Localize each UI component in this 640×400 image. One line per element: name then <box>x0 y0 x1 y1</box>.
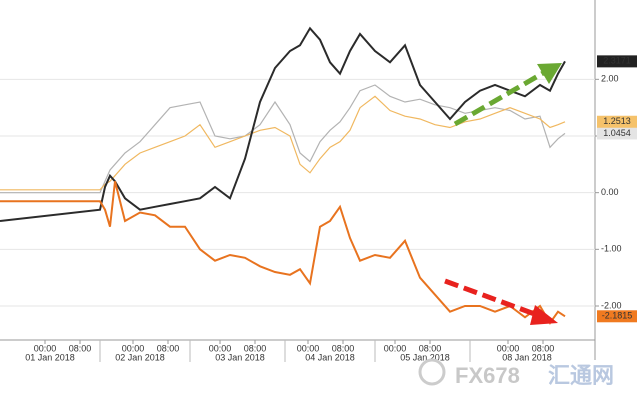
x-tick-label: 00:00 <box>297 343 320 353</box>
x-tick-label: 00:00 <box>497 343 520 353</box>
x-tick-label: 00:00 <box>122 343 145 353</box>
day-separators <box>99 340 471 362</box>
x-tick-label: 00:00 <box>209 343 232 353</box>
value-label: 1.2513 <box>603 116 631 126</box>
date-label: 03 Jan 2018 <box>215 352 265 362</box>
x-tick-label: 08:00 <box>532 343 555 353</box>
x-tick-label: 00:00 <box>384 343 407 353</box>
x-tick-label: 08:00 <box>419 343 442 353</box>
date-label: 08 Jan 2018 <box>502 352 552 362</box>
value-label: 2.3171 <box>603 56 631 66</box>
x-tick-label: 08:00 <box>244 343 267 353</box>
watermark-name: 汇通网 <box>548 363 614 388</box>
value-label-box <box>597 55 637 68</box>
y-tick-label: -1.00 <box>601 244 622 254</box>
date-label: 02 Jan 2018 <box>115 352 165 362</box>
y-tick-label: -2.00 <box>601 300 622 310</box>
trend-arrows <box>444 63 562 325</box>
value-label: -2.1815 <box>602 311 633 321</box>
x-tick-label: 00:00 <box>34 343 57 353</box>
watermark: FX678 汇通网 <box>418 358 614 388</box>
date-label: 05 Jan 2018 <box>400 352 450 362</box>
series-line <box>0 26 566 222</box>
date-label: 04 Jan 2018 <box>305 352 355 362</box>
x-tick-label: 08:00 <box>332 343 355 353</box>
value-label-box <box>597 310 637 323</box>
plot: 2.001.000.00-1.00-2.0000:0008:0000:0008:… <box>0 26 637 362</box>
series-line <box>0 181 566 325</box>
value-label-box <box>597 115 637 128</box>
y-tick-label: 0.00 <box>601 187 619 197</box>
value-label: 1.0454 <box>603 128 631 138</box>
date-label: 01 Jan 2018 <box>25 352 75 362</box>
y-tick-label: 2.00 <box>601 74 619 84</box>
series-line <box>0 84 566 194</box>
x-tick-label: 08:00 <box>157 343 180 353</box>
value-label-box <box>597 127 637 140</box>
watermark-brand: FX678 <box>455 363 520 388</box>
x-tick-label: 08:00 <box>69 343 92 353</box>
series-line <box>0 95 566 191</box>
